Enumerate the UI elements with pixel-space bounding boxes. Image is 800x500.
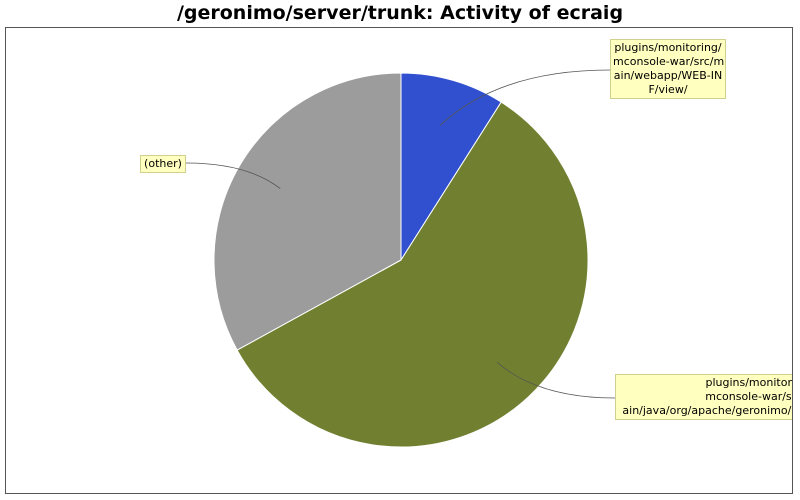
slice-label-2: (other) xyxy=(140,155,186,173)
leader-line-0 xyxy=(439,69,611,126)
pie-chart xyxy=(185,69,616,448)
slice-label-line: plugins/monitorin xyxy=(705,376,793,389)
slice-label-line: ain/webapp/WEB-IN xyxy=(613,69,723,82)
slice-label-1: plugins/monitorin mconsole-war/src ain/jav… xyxy=(615,374,793,420)
leader-line-2 xyxy=(185,162,281,189)
plot-area: plugins/monitoring/mconsole-war/src/m ain… xyxy=(5,27,793,494)
slice-label-line: mconsole-war/src xyxy=(705,390,793,403)
slice-label-0: plugins/monitoring/mconsole-war/src/m ain… xyxy=(610,39,726,99)
slice-label-line: ain/java/org/apache/geronimo/m xyxy=(622,404,793,417)
pie-slice-2 xyxy=(213,72,402,351)
slice-label-line: plugins/monitoring/ xyxy=(614,41,722,54)
pie-slice-0 xyxy=(400,72,502,262)
leader-line-1 xyxy=(496,361,616,399)
slice-label-line: (other) xyxy=(144,157,182,170)
slice-label-line: mconsole-war/src/m xyxy=(613,55,725,68)
pie-slice-1 xyxy=(236,101,589,448)
slice-label-line: F/view/ xyxy=(648,83,688,96)
chart-title: /geronimo/server/trunk: Activity of ecra… xyxy=(176,2,624,24)
